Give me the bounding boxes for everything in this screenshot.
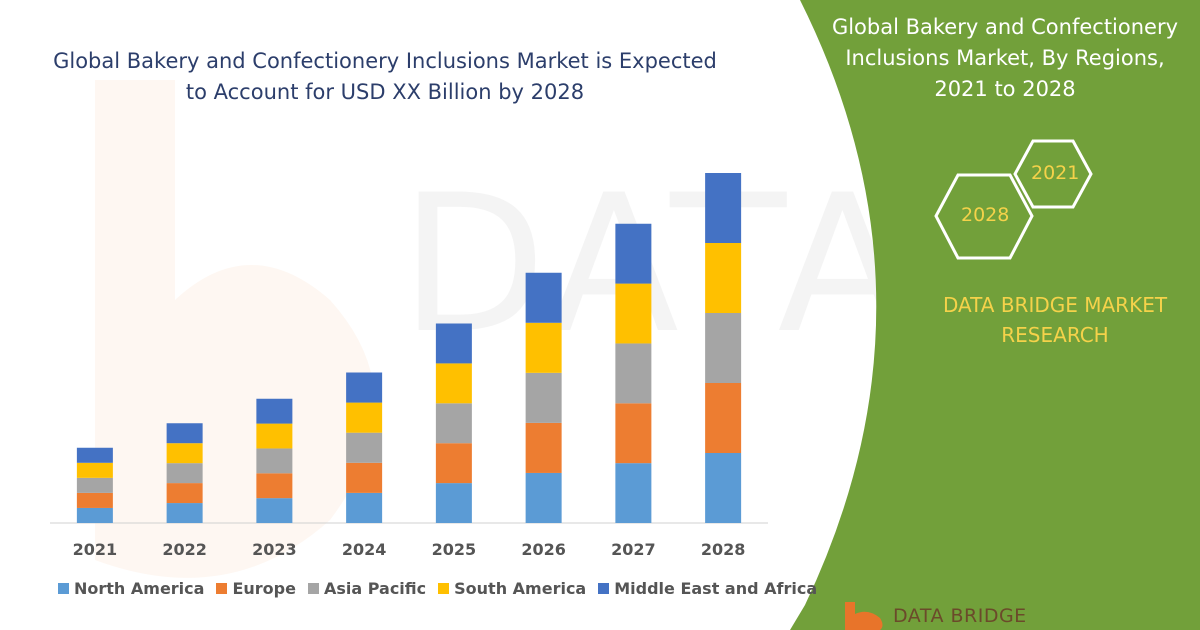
panel-title-line1: Global Bakery and Confectionery	[831, 15, 1179, 39]
bar-2024-south-america	[346, 402, 383, 433]
bar-2022-south-america	[166, 443, 203, 464]
bar-2028-north-america	[705, 453, 742, 523]
x-tick-label-2028: 2028	[701, 540, 746, 559]
bar-2027-asia-pacific	[615, 343, 652, 404]
hexagon-2028-label: 2028	[961, 204, 1010, 226]
bar-2021-south-america	[76, 462, 113, 478]
bar-2021-north-america	[76, 507, 113, 523]
panel-title-line2: Inclusions Market, By Regions,	[845, 46, 1165, 70]
x-tick-label-2025: 2025	[432, 540, 477, 559]
legend-item-south-america: South America	[438, 579, 586, 598]
hexagon-2028-icon	[934, 173, 1034, 260]
legend-swatch-south-america	[438, 582, 450, 594]
bar-2025-north-america	[435, 483, 472, 523]
bar-2025-asia-pacific	[435, 403, 472, 444]
panel-title-line3: 2021 to 2028	[934, 77, 1076, 101]
bar-2024-north-america	[346, 492, 383, 523]
bar-2028-europe	[705, 383, 742, 453]
bar-2027-middle-east-and-africa	[615, 223, 652, 284]
x-tick-label-2024: 2024	[342, 540, 387, 559]
bar-2023-europe	[256, 473, 293, 499]
bar-2021-asia-pacific	[76, 477, 113, 493]
bar-2026-middle-east-and-africa	[525, 272, 562, 323]
x-tick-label-2027: 2027	[611, 540, 656, 559]
bar-2022-north-america	[166, 503, 203, 523]
bar-2027-europe	[615, 403, 652, 464]
bar-2027-north-america	[615, 463, 652, 523]
legend-swatch-europe	[216, 582, 228, 594]
bar-2022-asia-pacific	[166, 463, 203, 484]
bar-2028-south-america	[705, 243, 742, 313]
legend-label-middle-east-and-africa: Middle East and Africa	[614, 578, 818, 598]
bar-2024-europe	[346, 462, 383, 493]
bar-2025-europe	[435, 443, 472, 484]
brand-name-line2: RESEARCH	[1001, 323, 1109, 347]
bar-2026-europe	[525, 422, 562, 473]
legend-swatch-north-america	[58, 582, 69, 594]
bar-2024-middle-east-and-africa	[346, 372, 383, 403]
bar-2025-middle-east-and-africa	[435, 323, 472, 364]
bar-2024-asia-pacific	[346, 432, 383, 463]
legend-item-europe: Europe	[216, 579, 296, 598]
bar-2026-north-america	[525, 472, 562, 523]
hexagon-2021-label: 2021	[1031, 162, 1080, 184]
panel-title: Global Bakery and Confectionery Inclusio…	[830, 12, 1180, 105]
legend-item-middle-east-and-africa: Middle East and Africa	[598, 579, 817, 598]
legend-item-north-america: North America	[58, 579, 204, 598]
brand-name-line1: DATA BRIDGE MARKET	[942, 293, 1168, 317]
x-tick-label-2021: 2021	[73, 540, 118, 559]
bar-2021-europe	[76, 492, 113, 508]
x-tick-label-2022: 2022	[162, 540, 207, 559]
chart-title-line2: to Account for USD XX Billion by 2028	[185, 80, 585, 104]
legend-swatch-asia-pacific	[307, 582, 319, 594]
legend-label-asia-pacific: Asia Pacific	[323, 578, 427, 598]
bar-2026-south-america	[525, 322, 562, 373]
legend-label-south-america: South America	[454, 578, 587, 598]
bar-2021-middle-east-and-africa	[76, 447, 113, 463]
bar-2023-asia-pacific	[256, 448, 293, 474]
bar-2026-asia-pacific	[525, 372, 562, 423]
legend-label-europe: Europe	[232, 578, 296, 598]
bar-2022-middle-east-and-africa	[166, 423, 203, 444]
bar-2025-south-america	[435, 363, 472, 404]
legend-item-asia-pacific: Asia Pacific	[307, 578, 427, 598]
chart-title-line1: Global Bakery and Confectionery Inclusio…	[53, 49, 717, 73]
bar-2028-asia-pacific	[705, 313, 742, 383]
x-tick-label-2023: 2023	[252, 540, 297, 559]
bar-2023-middle-east-and-africa	[256, 398, 293, 424]
logo-b-icon	[845, 602, 883, 630]
watermark: DATA	[95, 80, 913, 578]
brand-name: DATA BRIDGE MARKET RESEARCH	[925, 290, 1185, 350]
chart-legend: North America Europe Asia Pacific South Ame…	[58, 577, 829, 599]
green-panel	[790, 0, 1200, 630]
watermark-text: DATA	[400, 154, 913, 375]
logo-text: DATA BRIDGE	[893, 605, 1027, 627]
hexagon-2021-icon	[1013, 139, 1093, 209]
x-tick-label-2026: 2026	[521, 540, 566, 559]
bar-2023-south-america	[256, 423, 293, 449]
chart-title: Global Bakery and Confectionery Inclusio…	[40, 46, 730, 108]
bar-2023-north-america	[256, 498, 293, 523]
bar-2028-middle-east-and-africa	[705, 173, 742, 243]
legend-swatch-middle-east-and-africa	[598, 582, 610, 594]
bar-2022-europe	[166, 483, 203, 504]
legend-label-north-america: North America	[74, 578, 205, 598]
watermark-logo-shape	[95, 80, 375, 578]
bar-2027-south-america	[615, 283, 652, 344]
